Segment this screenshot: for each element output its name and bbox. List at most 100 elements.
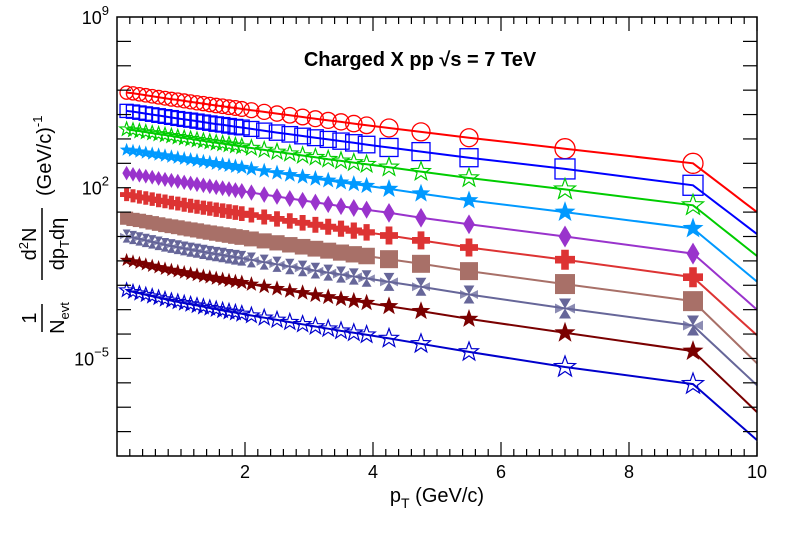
data-point (200, 132, 219, 150)
data-point (164, 149, 179, 163)
data-point (310, 262, 321, 279)
data-point (459, 190, 479, 209)
data-point (225, 135, 245, 154)
data-point (269, 211, 285, 227)
data-point (173, 173, 183, 190)
series-fit-line (126, 109, 758, 235)
x-tick-label: 4 (368, 462, 378, 482)
data-point (332, 220, 350, 237)
x-tick-label: 6 (496, 462, 506, 482)
data-point (358, 274, 375, 283)
data-point (219, 301, 239, 320)
y-tick-label: 109 (82, 3, 109, 28)
data-point (379, 296, 399, 315)
data-point (198, 177, 209, 194)
data-point (336, 266, 346, 283)
data-point (241, 138, 261, 157)
data-point (552, 176, 578, 200)
data-point (323, 195, 334, 214)
data-point (380, 277, 398, 287)
data-point (259, 254, 269, 270)
data-point (680, 192, 706, 216)
x-tick-label: 2 (240, 462, 250, 482)
data-point (282, 213, 298, 229)
data-point (225, 302, 245, 321)
data-point (323, 264, 333, 281)
data-point (170, 92, 186, 108)
data-point (126, 143, 140, 157)
data-point (345, 222, 362, 239)
data-point (460, 238, 478, 257)
data-point (310, 193, 321, 212)
data-point (332, 113, 350, 131)
x-tick-label: 10 (747, 462, 767, 482)
data-point (234, 274, 250, 290)
data-point (166, 172, 176, 188)
data-point (224, 181, 234, 198)
data-point (186, 175, 196, 192)
series-6 (120, 188, 758, 337)
chart-title: Charged X pp √s = 7 TeV (304, 49, 537, 71)
data-point (181, 129, 200, 147)
data-point (345, 175, 363, 192)
data-point (555, 303, 575, 314)
y-tick-label: 10−5 (74, 344, 109, 369)
data-point (555, 274, 575, 295)
data-point (256, 258, 272, 266)
data-point (380, 226, 398, 245)
data-point (280, 143, 300, 162)
data-point (234, 159, 250, 174)
series-fit-line (126, 91, 758, 213)
data-point (356, 323, 377, 344)
data-point (187, 296, 207, 314)
data-point (175, 128, 194, 146)
data-point (128, 167, 138, 182)
data-point (348, 198, 360, 217)
data-point (306, 110, 324, 128)
series-10 (117, 281, 758, 441)
data-point (294, 215, 311, 231)
data-point (320, 242, 337, 259)
data-point (269, 235, 285, 251)
series-2 (119, 103, 758, 235)
data-point (254, 139, 274, 159)
data-point (345, 272, 362, 281)
data-point (409, 159, 433, 182)
data-point (244, 207, 259, 223)
data-point (332, 173, 350, 190)
data-point (208, 97, 225, 114)
data-point (256, 162, 273, 178)
data-point (157, 148, 173, 162)
data-point (682, 340, 704, 360)
x-axis-label: pT (GeV/c) (390, 485, 484, 511)
data-point (412, 254, 430, 273)
data-point (243, 231, 259, 247)
data-point (332, 270, 350, 279)
data-point (344, 114, 363, 133)
data-point (319, 288, 337, 305)
data-point (412, 282, 430, 292)
data-point (332, 290, 350, 307)
data-point (268, 124, 286, 141)
data-point (154, 170, 164, 186)
series-9 (119, 252, 758, 413)
data-point (383, 202, 395, 223)
data-point (233, 119, 250, 136)
data-point (227, 99, 244, 116)
data-point (380, 250, 398, 269)
data-point (230, 182, 241, 199)
data-point (459, 309, 479, 327)
data-point (343, 151, 364, 172)
data-point (683, 320, 703, 331)
data-point (147, 169, 157, 185)
data-point (459, 128, 479, 148)
data-point (186, 242, 195, 257)
svg-text:d2N: d2N (16, 228, 41, 261)
data-point (182, 112, 199, 128)
data-point (227, 118, 244, 135)
data-point (243, 160, 260, 176)
data-point (243, 120, 260, 138)
data-point (243, 276, 260, 291)
